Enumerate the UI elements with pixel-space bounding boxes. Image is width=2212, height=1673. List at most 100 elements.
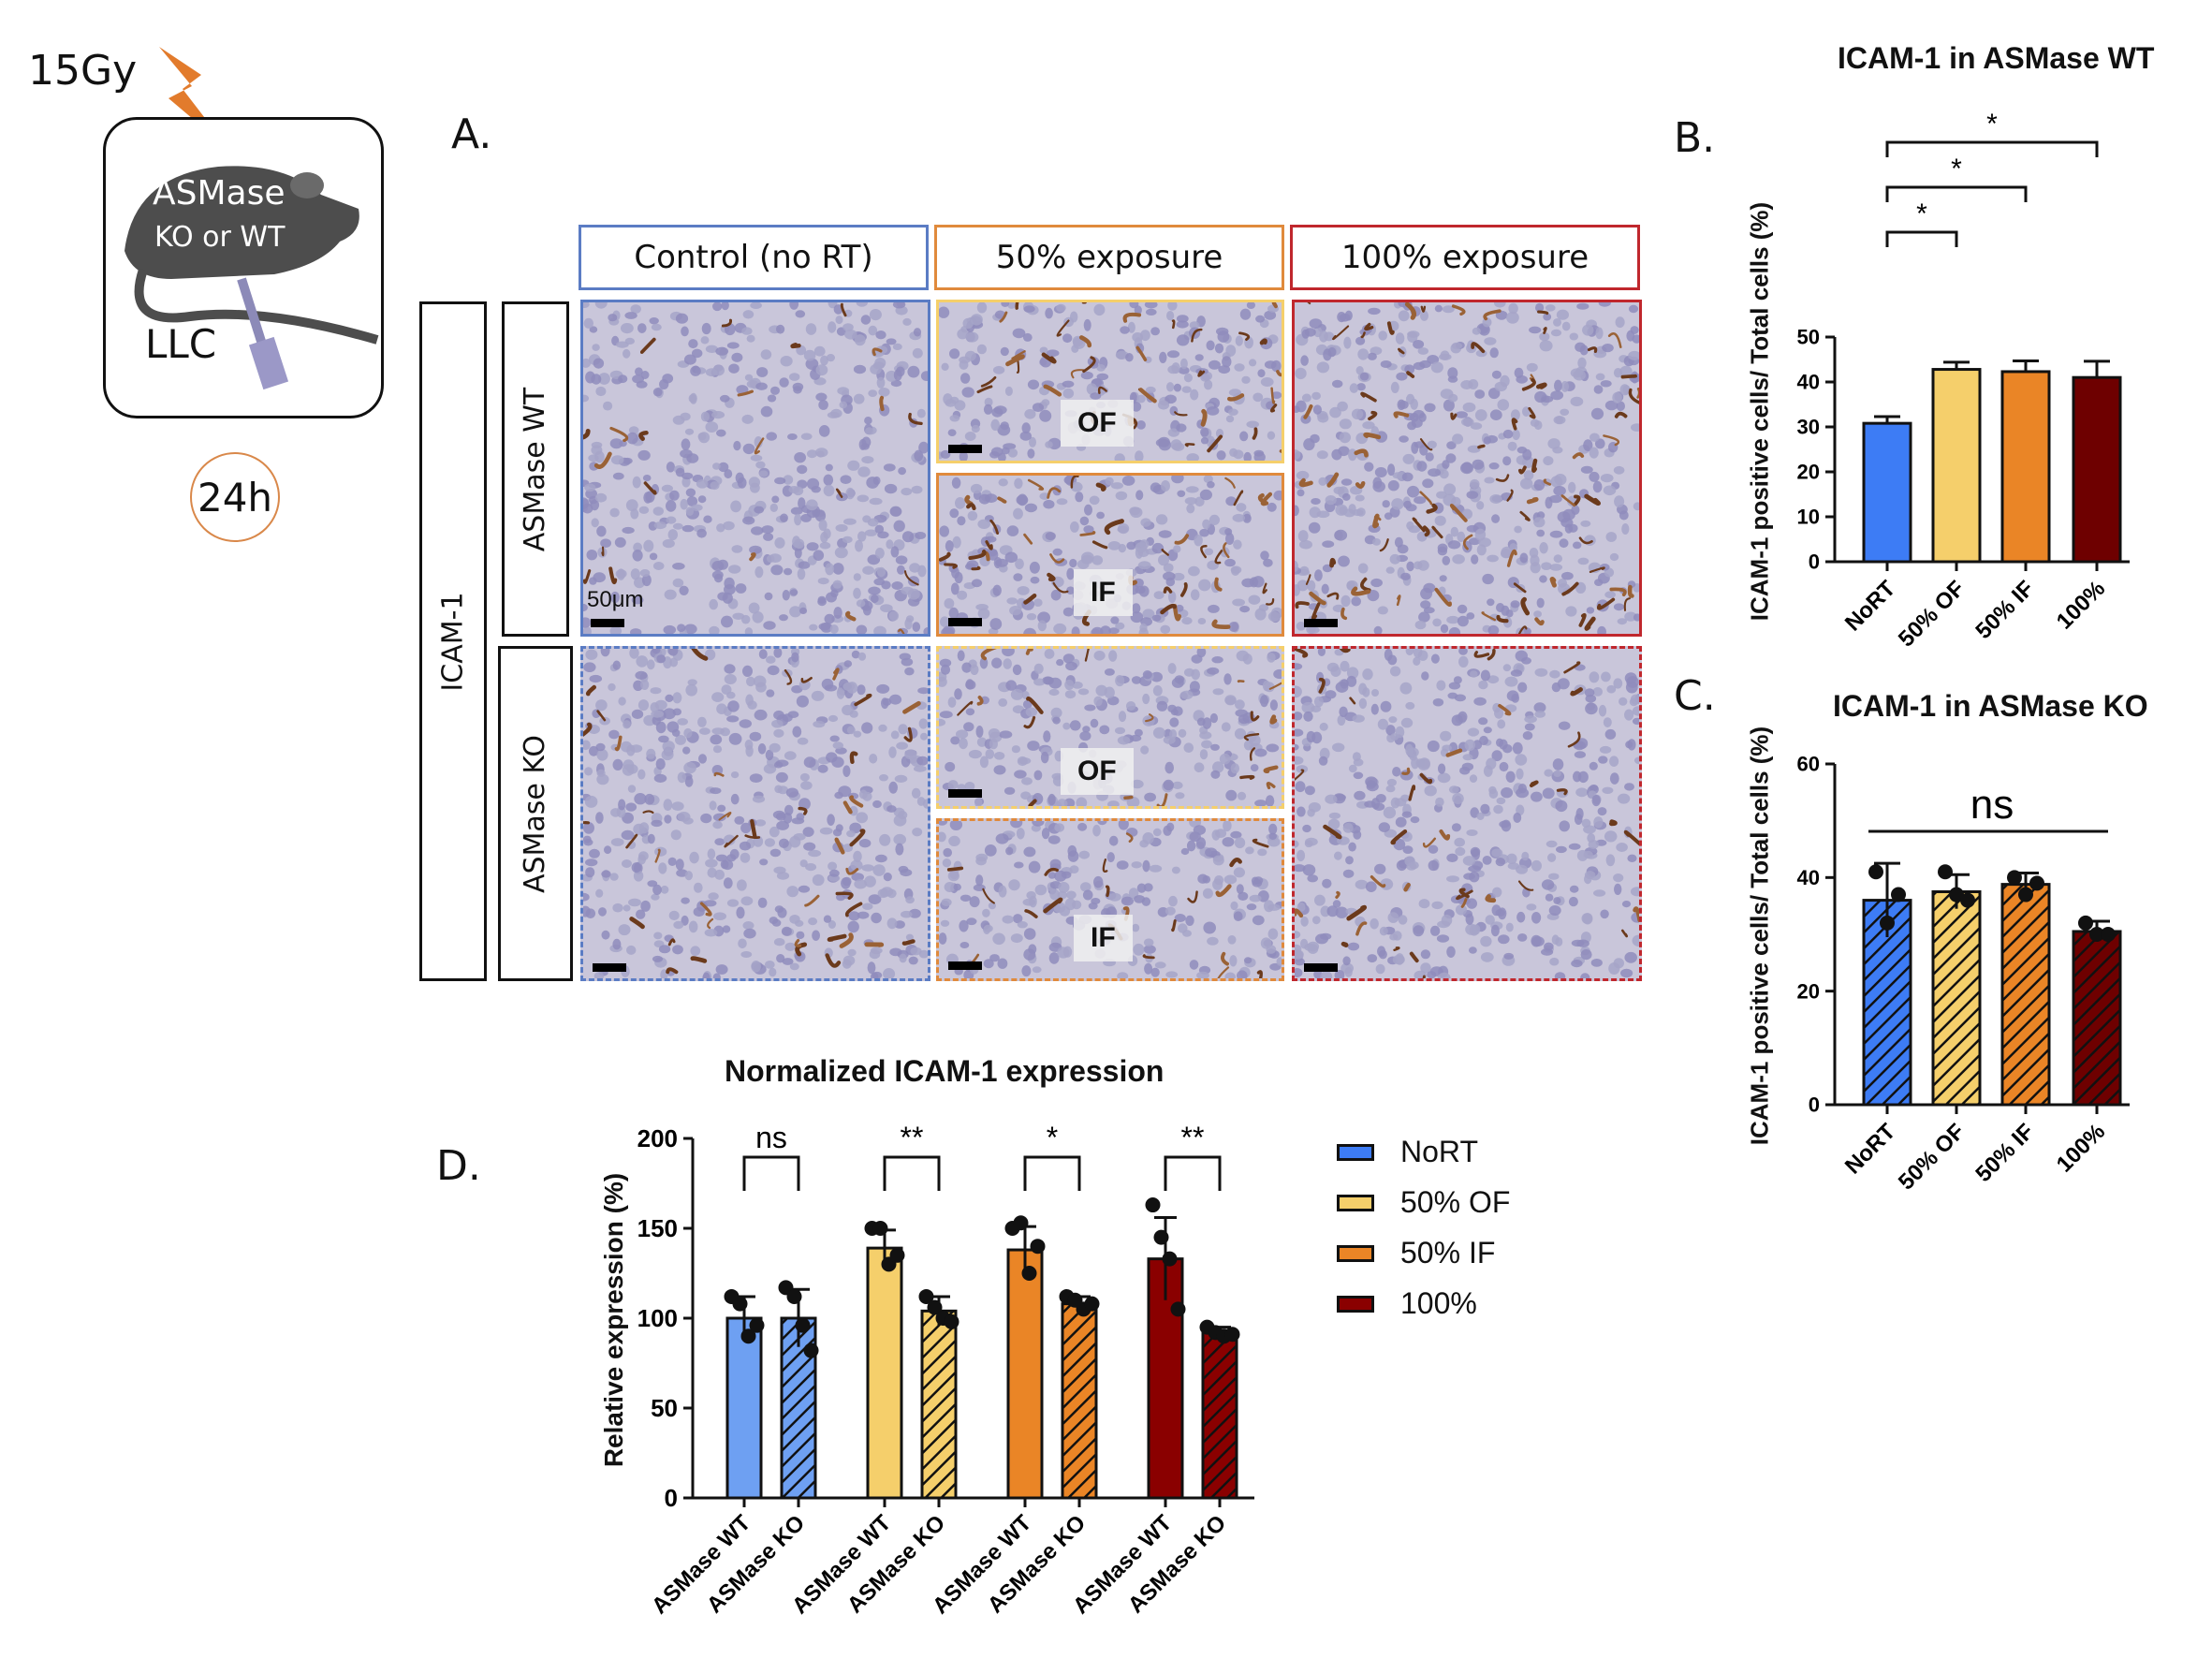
bar — [2000, 370, 2051, 564]
column-header-control: Control (no RT) — [579, 225, 929, 290]
mouse-label-1: ASMase — [153, 174, 286, 213]
y-tick-label: 10 — [1797, 506, 1820, 529]
scale-bar — [948, 445, 982, 453]
bar — [1931, 890, 1982, 1107]
legend-item-50-if: 50% IF — [1337, 1236, 1495, 1270]
significance-bracket — [1885, 230, 1958, 247]
micrograph-texture — [1295, 302, 1639, 634]
y-tick-label: 50 — [651, 1394, 678, 1422]
panel-a-letter: A. — [451, 110, 492, 158]
y-tick-label: 200 — [637, 1124, 678, 1152]
tumor-label: LLC — [145, 321, 217, 367]
dose-label: 15Gy — [28, 47, 138, 95]
y-tick-label: 20 — [1797, 461, 1820, 484]
y-tick-label: 30 — [1797, 416, 1820, 439]
data-point — [1891, 887, 1906, 903]
micrograph-texture — [939, 649, 1282, 806]
significance-label: ns — [1970, 782, 2014, 828]
data-point — [1162, 1251, 1178, 1267]
bar — [1006, 1248, 1044, 1500]
data-point — [2101, 927, 2116, 942]
y-tick-label: 150 — [637, 1214, 678, 1242]
data-point — [1030, 1239, 1046, 1255]
legend-swatch — [1337, 1295, 1374, 1313]
legend-swatch — [1337, 1244, 1374, 1262]
data-point — [803, 1343, 819, 1358]
chart-c-title: ICAM-1 in ASMase KO — [1833, 689, 2148, 723]
tile-ko-100 — [1292, 646, 1642, 981]
y-tick-label: 0 — [665, 1484, 678, 1512]
y-tick-label: 0 — [1809, 1093, 1820, 1117]
significance-bracket — [1164, 1155, 1222, 1191]
scale-bar — [948, 618, 982, 626]
schematic: 15Gy ASMase KO or WT LLC 24h — [19, 28, 393, 552]
y-tick-label: 40 — [1797, 371, 1820, 394]
data-point — [1949, 887, 1964, 903]
data-point — [795, 1317, 811, 1333]
chart-d-title: Normalized ICAM-1 expression — [725, 1054, 1165, 1088]
panel-b-letter: B. — [1674, 114, 1716, 162]
significance-bracket — [1885, 185, 2028, 202]
data-point — [1938, 864, 1953, 880]
row-label-wt-box: ASMase WT — [502, 301, 569, 637]
significance-label: * — [1916, 198, 1927, 229]
row-label-ko: ASMase KO — [519, 734, 552, 893]
bar — [2072, 375, 2122, 564]
significance-label: * — [1986, 109, 1998, 139]
legend-swatch — [1337, 1143, 1374, 1161]
mouse-box: ASMase KO or WT LLC — [103, 117, 384, 418]
column-header-100: 100% exposure — [1290, 225, 1640, 290]
bar — [1862, 421, 1912, 564]
data-point — [1084, 1296, 1100, 1312]
y-tick-label: 60 — [1797, 753, 1820, 776]
x-tick-label: 50% IF — [1970, 1119, 2039, 1187]
tile-ko-control — [580, 646, 930, 981]
data-point — [740, 1328, 756, 1344]
data-point — [1960, 892, 1975, 908]
data-point — [889, 1247, 905, 1263]
x-tick-label: NoRT — [1840, 1119, 1901, 1180]
data-point — [1145, 1197, 1161, 1213]
data-point — [1224, 1327, 1240, 1343]
micrograph-texture — [583, 649, 928, 978]
significance-label: ** — [901, 1121, 924, 1154]
scale-bar — [948, 789, 982, 798]
bar — [1201, 1330, 1238, 1500]
bar — [2000, 883, 2051, 1107]
legend-item-50-of: 50% OF — [1337, 1185, 1510, 1220]
bar — [2072, 930, 2122, 1107]
tile-wt-50-if: IF — [936, 473, 1284, 637]
data-point — [786, 1288, 802, 1304]
data-point — [1880, 915, 1895, 931]
x-tick-label: NoRT — [1840, 576, 1901, 637]
data-point — [927, 1299, 943, 1315]
y-tick-label: 100 — [637, 1304, 678, 1332]
tile-ko-50-of: OF — [936, 646, 1284, 809]
tile-ko-50-if: IF — [936, 818, 1284, 981]
scale-bar — [1304, 619, 1338, 627]
significance-bracket — [883, 1155, 941, 1191]
x-tick-label: 100% — [2052, 1119, 2111, 1178]
tile-wt-100 — [1292, 300, 1642, 637]
significance-bracket — [1023, 1155, 1081, 1191]
data-point — [2007, 870, 2022, 886]
bar — [725, 1316, 763, 1500]
data-point — [2029, 875, 2044, 891]
x-tick-label: 50% OF — [1894, 1119, 1970, 1195]
row-label-ko-box: ASMase KO — [498, 646, 573, 981]
significance-label: * — [1951, 154, 1962, 184]
data-point — [2078, 915, 2093, 931]
y-tick-label: 40 — [1797, 866, 1820, 889]
marker-label: ICAM-1 — [436, 591, 470, 692]
micrograph-texture — [939, 821, 1282, 978]
scale-label: 50μm — [587, 587, 644, 612]
x-tick-label: 100% — [2052, 576, 2111, 635]
data-point — [872, 1221, 888, 1236]
x-tick-label: 50% IF — [1970, 576, 2039, 644]
of-label: OF — [1061, 400, 1134, 447]
scale-bar — [591, 619, 624, 627]
bar — [1931, 368, 1982, 564]
significance-label: ** — [1181, 1121, 1205, 1154]
